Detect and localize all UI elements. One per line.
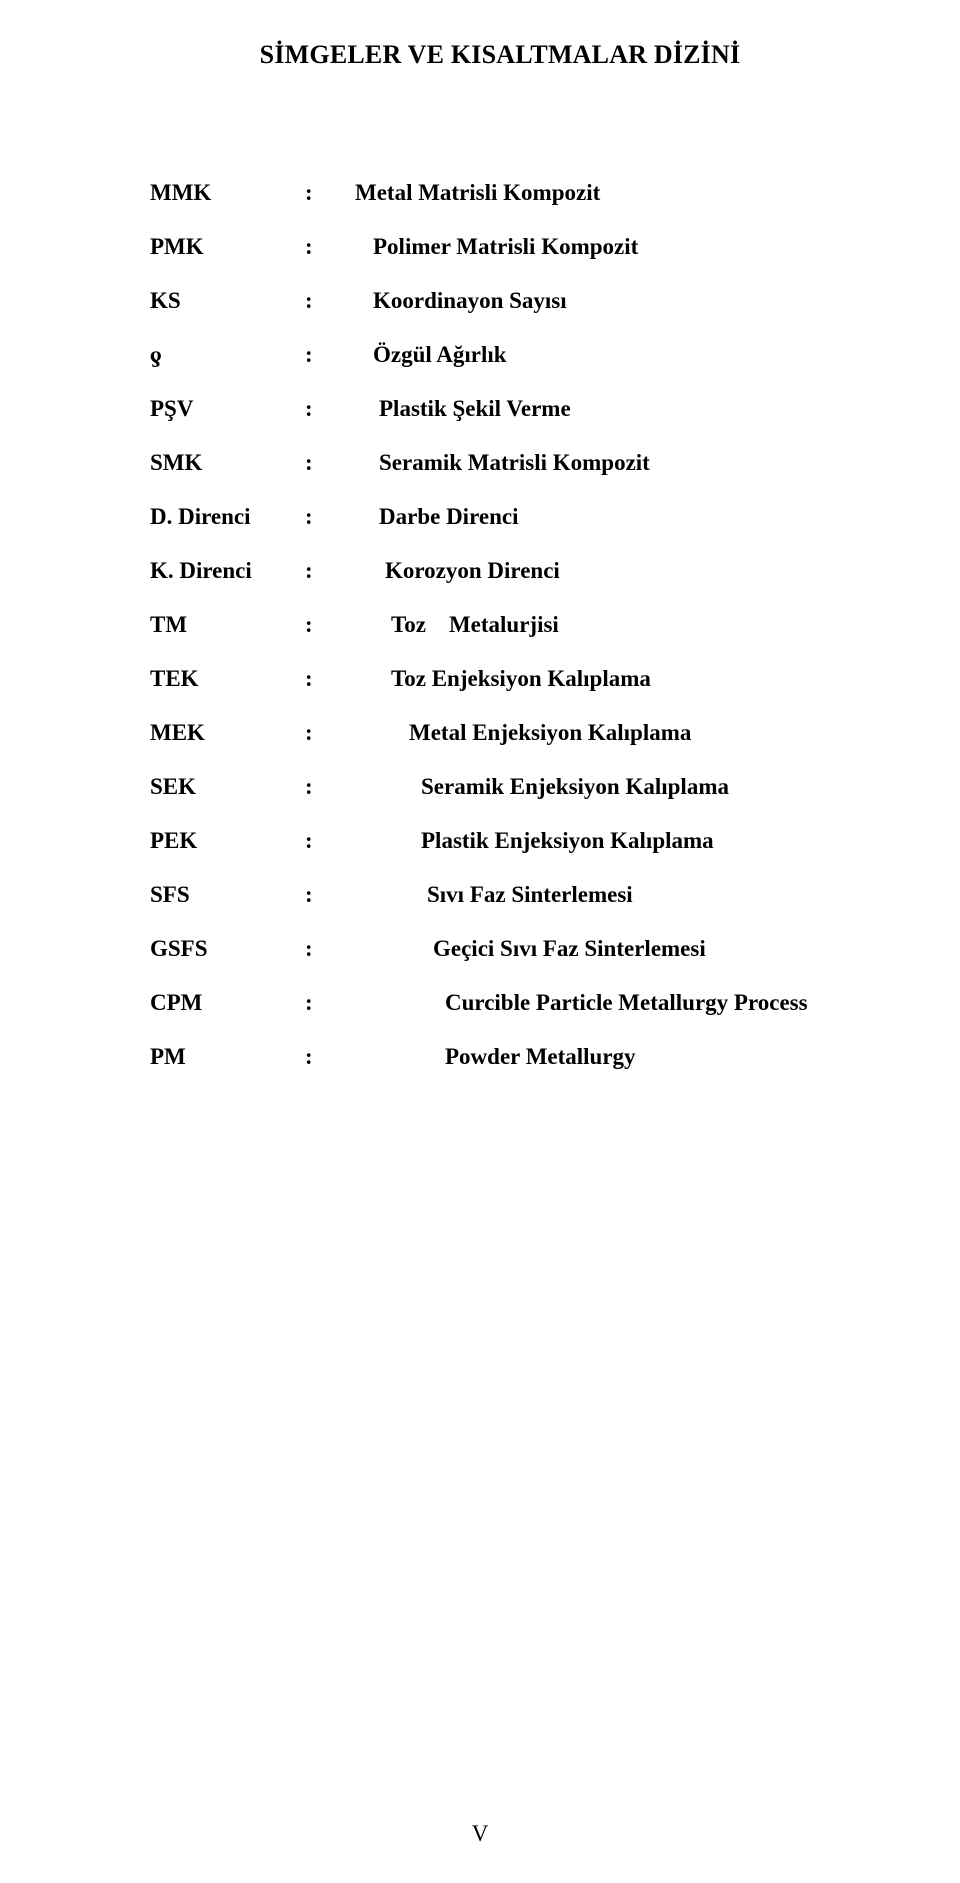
definition-row: PM:Powder Metallurgy bbox=[150, 1044, 850, 1070]
abbr-description: Sıvı Faz Sinterlemesi bbox=[325, 882, 633, 908]
colon-separator: : bbox=[305, 558, 325, 584]
definitions-list: MMK:Metal Matrisli KompozitPMK:Polimer M… bbox=[150, 180, 850, 1070]
colon-separator: : bbox=[305, 450, 325, 476]
definition-row: SFS:Sıvı Faz Sinterlemesi bbox=[150, 882, 850, 908]
colon-separator: : bbox=[305, 612, 325, 638]
abbr-description: Geçici Sıvı Faz Sinterlemesi bbox=[325, 936, 706, 962]
abbr-label: TM bbox=[150, 612, 305, 638]
page-number: V bbox=[0, 1821, 960, 1847]
definition-row: MEK:Metal Enjeksiyon Kalıplama bbox=[150, 720, 850, 746]
abbr-label: CPM bbox=[150, 990, 305, 1016]
colon-separator: : bbox=[305, 234, 325, 260]
definition-row: D. Direnci:Darbe Direnci bbox=[150, 504, 850, 530]
definition-row: MMK:Metal Matrisli Kompozit bbox=[150, 180, 850, 206]
colon-separator: : bbox=[305, 342, 325, 368]
definition-row: ƍ:Özgül Ağırlık bbox=[150, 342, 850, 368]
definition-row: TEK:Toz Enjeksiyon Kalıplama bbox=[150, 666, 850, 692]
definition-row: PEK:Plastik Enjeksiyon Kalıplama bbox=[150, 828, 850, 854]
abbr-label: PŞV bbox=[150, 396, 305, 422]
abbr-label: MMK bbox=[150, 180, 305, 206]
abbr-description: Powder Metallurgy bbox=[325, 1044, 636, 1070]
abbr-description: Polimer Matrisli Kompozit bbox=[325, 234, 638, 260]
definition-row: SMK:Seramik Matrisli Kompozit bbox=[150, 450, 850, 476]
abbr-description: Seramik Matrisli Kompozit bbox=[325, 450, 650, 476]
abbr-description: Seramik Enjeksiyon Kalıplama bbox=[325, 774, 729, 800]
abbr-label: TEK bbox=[150, 666, 305, 692]
colon-separator: : bbox=[305, 990, 325, 1016]
abbr-label: PMK bbox=[150, 234, 305, 260]
abbr-description: Korozyon Direnci bbox=[325, 558, 560, 584]
abbr-description: Plastik Enjeksiyon Kalıplama bbox=[325, 828, 714, 854]
colon-separator: : bbox=[305, 720, 325, 746]
abbr-description: Metal Enjeksiyon Kalıplama bbox=[325, 720, 691, 746]
abbr-label: K. Direnci bbox=[150, 558, 305, 584]
definition-row: K. Direnci:Korozyon Direnci bbox=[150, 558, 850, 584]
definition-row: SEK:Seramik Enjeksiyon Kalıplama bbox=[150, 774, 850, 800]
definition-row: PŞV:Plastik Şekil Verme bbox=[150, 396, 850, 422]
abbr-description: Toz Metalurjisi bbox=[325, 612, 559, 638]
document-page: SİMGELER VE KISALTMALAR DİZİNİ MMK:Metal… bbox=[0, 0, 960, 1883]
definition-row: TM:Toz Metalurjisi bbox=[150, 612, 850, 638]
abbr-label: MEK bbox=[150, 720, 305, 746]
abbr-label: SMK bbox=[150, 450, 305, 476]
abbr-description: Koordinayon Sayısı bbox=[325, 288, 567, 314]
colon-separator: : bbox=[305, 396, 325, 422]
definition-row: GSFS:Geçici Sıvı Faz Sinterlemesi bbox=[150, 936, 850, 962]
abbr-label: D. Direnci bbox=[150, 504, 305, 530]
abbr-description: Darbe Direnci bbox=[325, 504, 518, 530]
colon-separator: : bbox=[305, 882, 325, 908]
definition-row: CPM:Curcible Particle Metallurgy Process bbox=[150, 990, 850, 1016]
abbr-label: KS bbox=[150, 288, 305, 314]
abbr-description: Özgül Ağırlık bbox=[325, 342, 507, 368]
colon-separator: : bbox=[305, 504, 325, 530]
colon-separator: : bbox=[305, 1044, 325, 1070]
abbr-description: Plastik Şekil Verme bbox=[325, 396, 571, 422]
abbr-description: Metal Matrisli Kompozit bbox=[325, 180, 600, 206]
abbr-description: Toz Enjeksiyon Kalıplama bbox=[325, 666, 651, 692]
abbr-label: PEK bbox=[150, 828, 305, 854]
page-title: SİMGELER VE KISALTMALAR DİZİNİ bbox=[150, 40, 850, 70]
colon-separator: : bbox=[305, 828, 325, 854]
definition-row: KS:Koordinayon Sayısı bbox=[150, 288, 850, 314]
colon-separator: : bbox=[305, 288, 325, 314]
colon-separator: : bbox=[305, 774, 325, 800]
abbr-label: PM bbox=[150, 1044, 305, 1070]
abbr-label: ƍ bbox=[150, 342, 305, 368]
abbr-description: Curcible Particle Metallurgy Process bbox=[325, 990, 808, 1016]
abbr-label: SEK bbox=[150, 774, 305, 800]
abbr-label: GSFS bbox=[150, 936, 305, 962]
colon-separator: : bbox=[305, 180, 325, 206]
definition-row: PMK:Polimer Matrisli Kompozit bbox=[150, 234, 850, 260]
colon-separator: : bbox=[305, 666, 325, 692]
abbr-label: SFS bbox=[150, 882, 305, 908]
colon-separator: : bbox=[305, 936, 325, 962]
